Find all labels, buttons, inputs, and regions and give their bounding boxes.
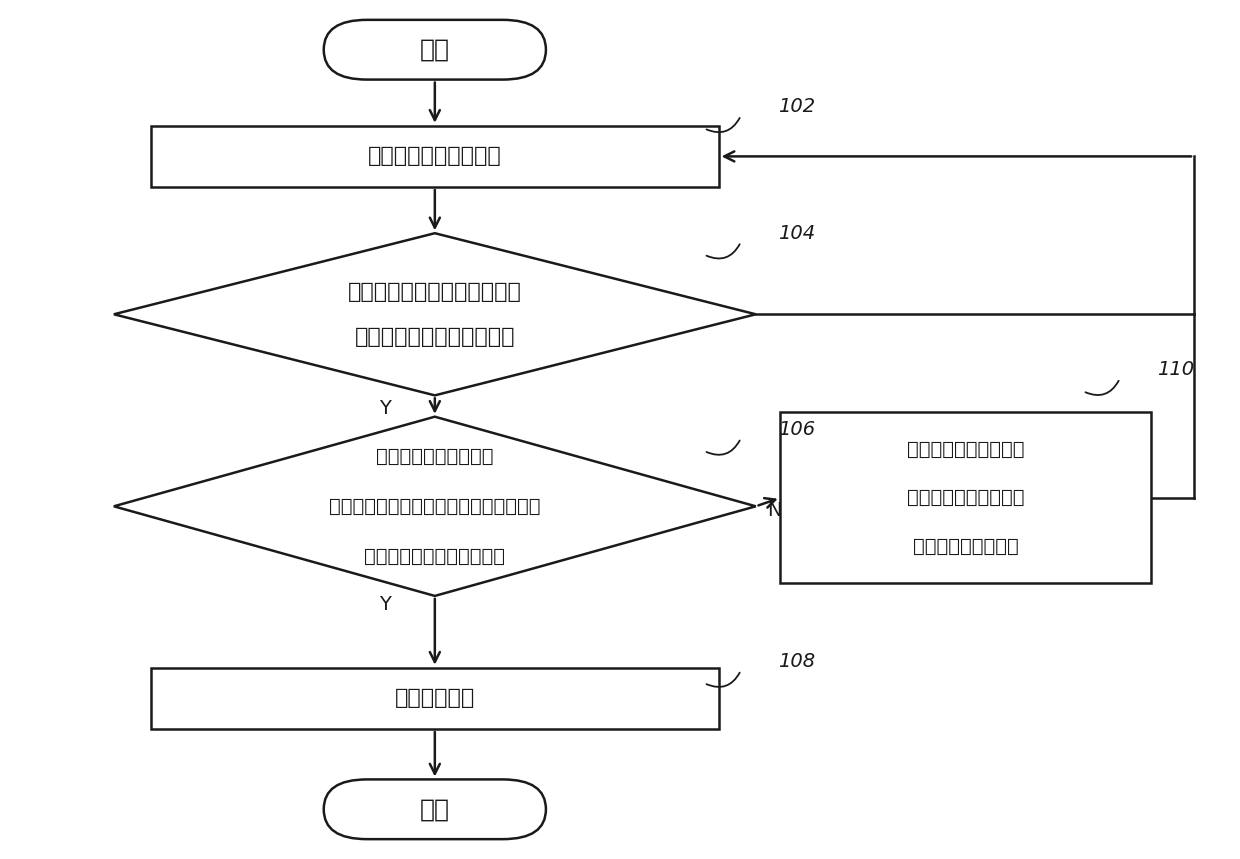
Text: 开始: 开始 <box>420 38 450 62</box>
FancyBboxPatch shape <box>324 20 546 80</box>
Bar <box>780 412 1151 583</box>
Polygon shape <box>114 417 756 596</box>
Text: 启动次数，在预设时间内，判断启动次数: 启动次数，在预设时间内，判断启动次数 <box>329 497 541 515</box>
Text: 发出故障信号: 发出故障信号 <box>394 688 475 709</box>
Text: 检测压缩机的工作状态: 检测压缩机的工作状态 <box>368 146 502 167</box>
Text: 是否已启动压缩机内置保护: 是否已启动压缩机内置保护 <box>355 327 515 347</box>
FancyBboxPatch shape <box>324 779 546 839</box>
Bar <box>151 125 719 187</box>
Text: 102: 102 <box>777 97 815 117</box>
Text: Y: Y <box>379 595 392 614</box>
Text: 记录压缩机内置保护的: 记录压缩机内置保护的 <box>376 447 494 466</box>
Text: 结束: 结束 <box>420 797 450 821</box>
Text: 108: 108 <box>777 652 815 671</box>
Text: 是否大于等于第一预设阈値: 是否大于等于第一预设阈値 <box>365 547 506 566</box>
Text: 106: 106 <box>777 420 815 439</box>
Text: 测压缩机的工作状态: 测压缩机的工作状态 <box>913 537 1018 556</box>
Polygon shape <box>114 233 756 395</box>
Text: 104: 104 <box>777 223 815 243</box>
Text: Y: Y <box>379 399 392 417</box>
Text: 控制压缩机的内置保护: 控制压缩机的内置保护 <box>906 440 1024 459</box>
Bar <box>151 667 719 729</box>
Text: 当压缩机停机时，判断空调器: 当压缩机停机时，判断空调器 <box>348 282 522 302</box>
Text: N: N <box>768 501 781 520</box>
Text: 器自动复位，并继续检: 器自动复位，并继续检 <box>906 488 1024 508</box>
Text: 110: 110 <box>1157 360 1194 380</box>
